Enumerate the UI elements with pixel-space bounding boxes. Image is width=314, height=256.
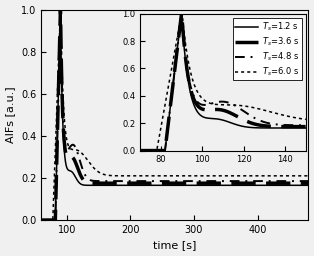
Y-axis label: AIFs [a.u.]: AIFs [a.u.] [6,87,16,143]
X-axis label: time [s]: time [s] [153,240,197,250]
